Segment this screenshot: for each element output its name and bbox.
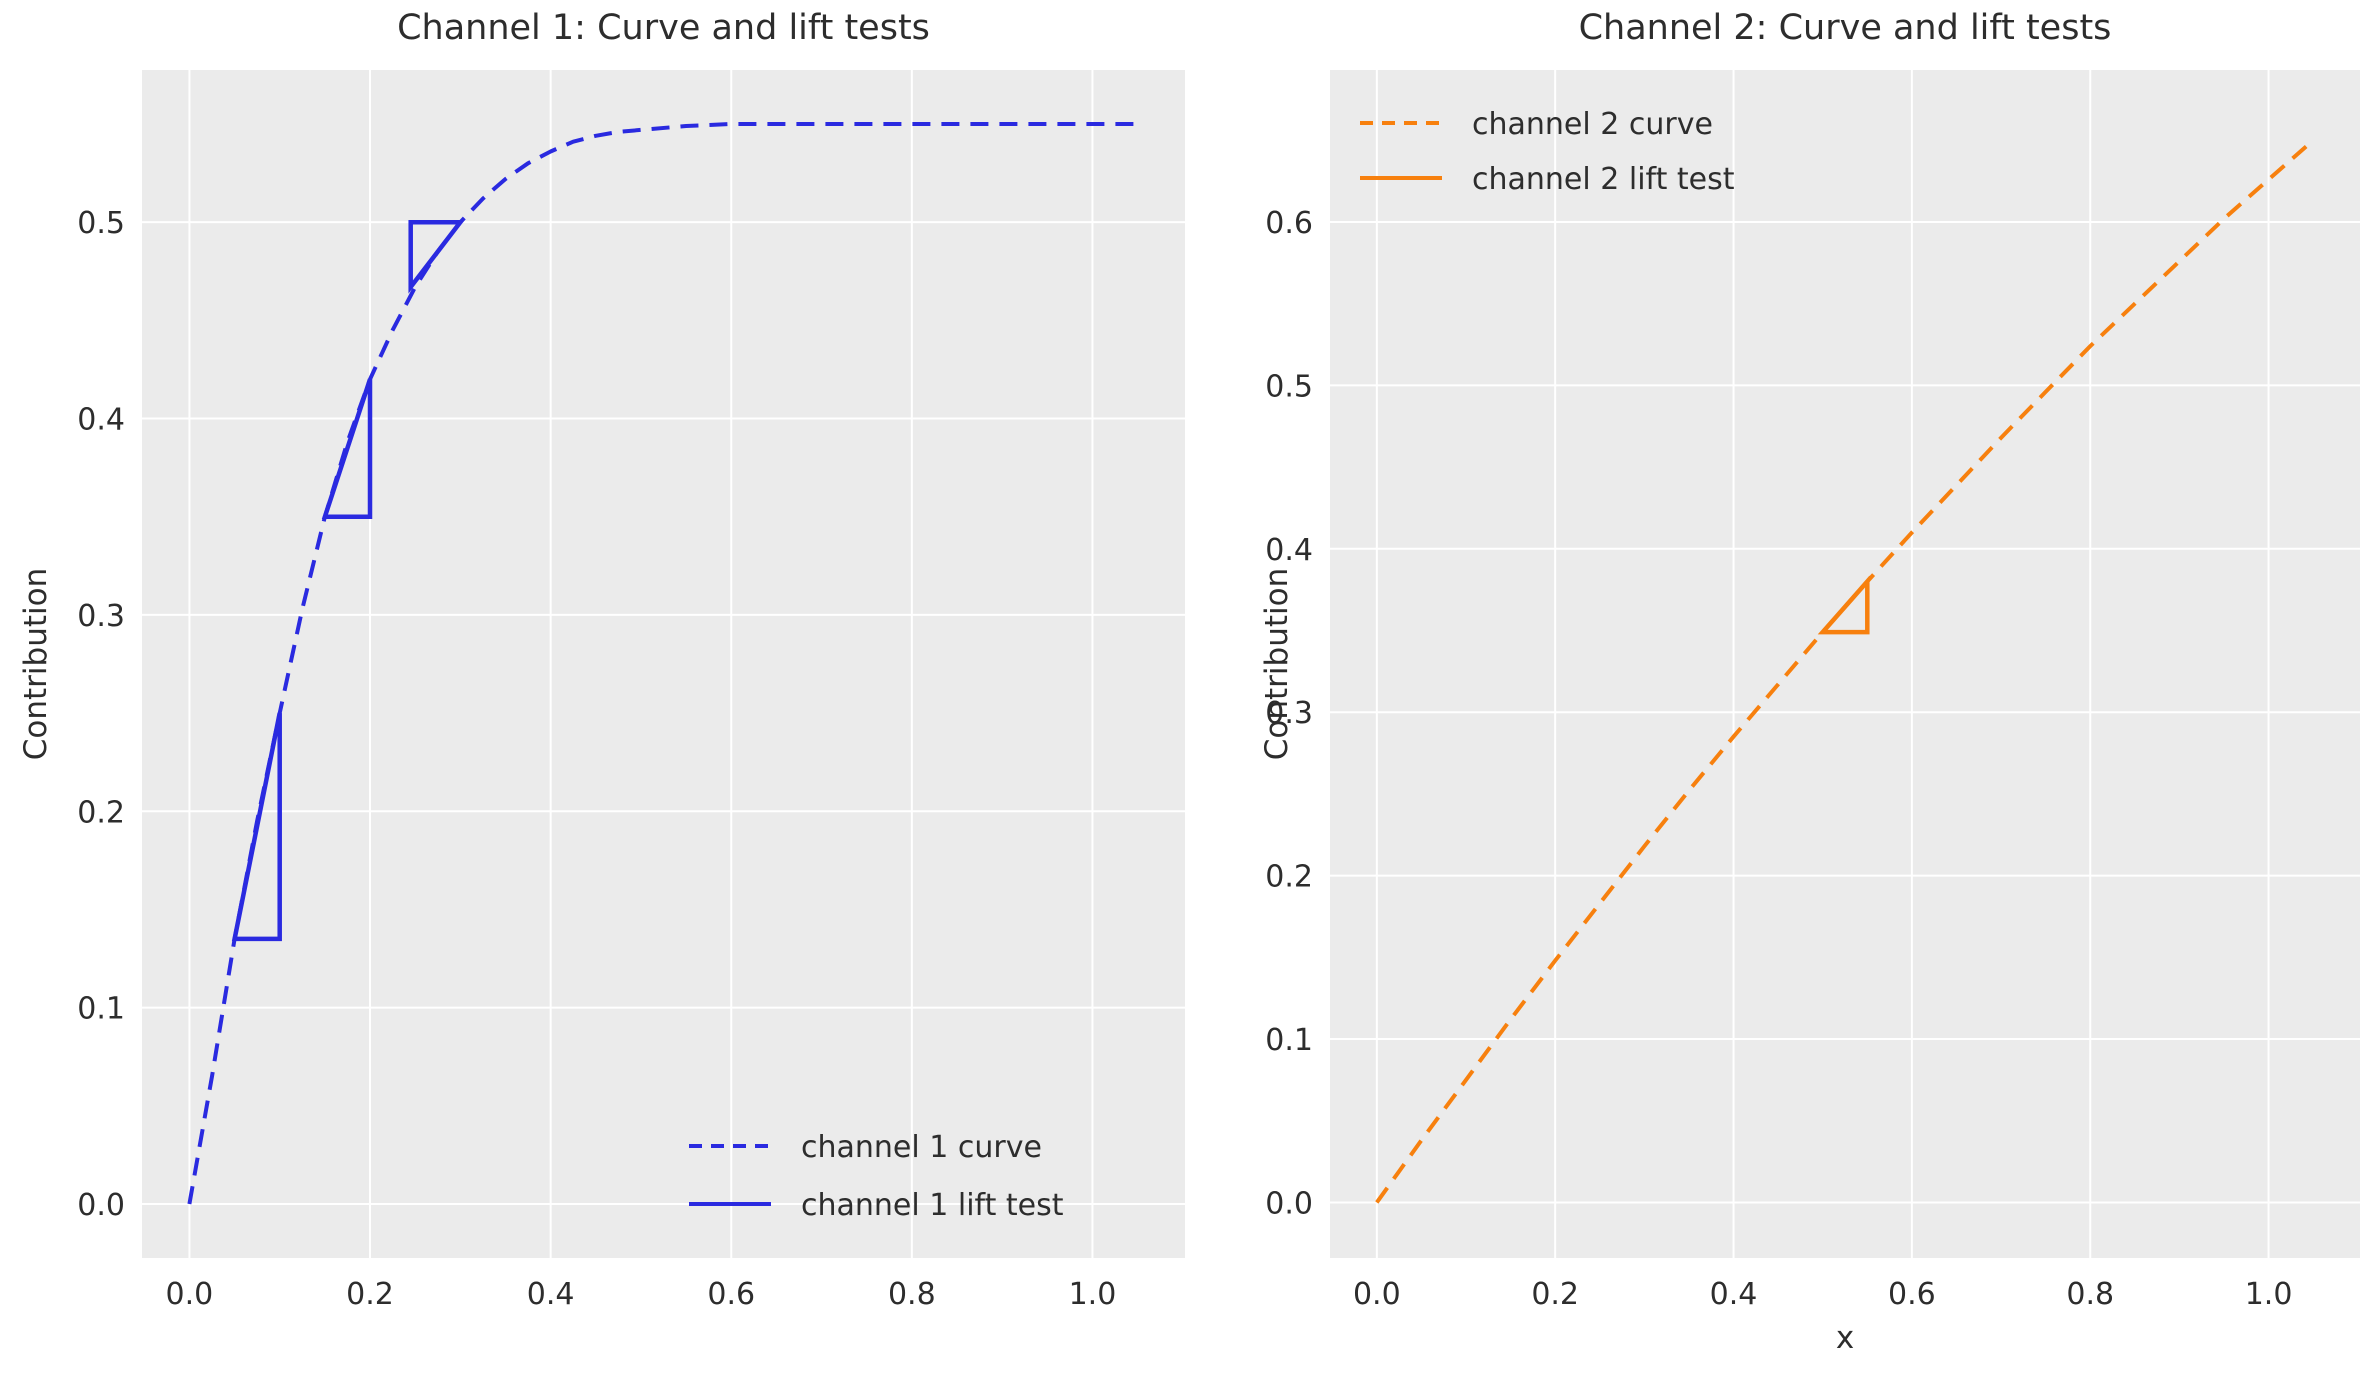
chart2-plot-area (1330, 70, 2360, 1258)
chart2-x-tick-label: 0.8 (2066, 1277, 2114, 1312)
chart1-plot-area (142, 70, 1185, 1258)
chart2-y-tick-label: 0.1 (1265, 1023, 1313, 1058)
chart2-y-tick-label: 0.6 (1265, 206, 1313, 241)
chart2-x-tick-label: 0.6 (1888, 1277, 1936, 1312)
chart1-lift-test-triangle (408, 219, 465, 294)
chart1-lift-test-triangle (321, 378, 373, 519)
chart1-x-tick-label: 0.2 (346, 1277, 394, 1312)
chart1-x-tick-label: 0.4 (527, 1277, 575, 1312)
chart2-title: Channel 2: Curve and lift tests (1578, 8, 2112, 48)
chart1-y-tick-label: 0.2 (77, 795, 125, 830)
chart1-y-tick-label: 0.1 (77, 992, 125, 1027)
chart2-legend-label: channel 2 lift test (1472, 162, 1735, 197)
chart1-curve-line (187, 122, 1138, 1205)
chart2-y-tick-label: 0.0 (1265, 1186, 1313, 1221)
chart1-lift-test-triangle (231, 712, 282, 942)
chart1-y-tick-label: 0.0 (77, 1188, 125, 1223)
chart1-y-tick-label: 0.3 (77, 599, 125, 634)
chart2-x-tick-label: 0.2 (1531, 1277, 1579, 1312)
chart2-y-tick-label: 0.4 (1265, 533, 1313, 568)
chart2-y-axis-label: Contribution (1259, 567, 1295, 761)
chart2-lift-test-triangle (1817, 575, 1870, 635)
chart1-legend-label: channel 1 lift test (801, 1188, 1064, 1223)
chart1-y-tick-label: 0.4 (77, 403, 125, 438)
chart2-y-tick-label: 0.2 (1265, 860, 1313, 895)
chart1-y-tick-label: 0.5 (77, 206, 125, 241)
chart2-x-tick-label: 0.4 (1710, 1277, 1758, 1312)
chart2-legend-label: channel 2 curve (1472, 107, 1713, 142)
chart1-x-tick-label: 1.0 (1069, 1277, 1117, 1312)
chart1-x-tick-label: 0.8 (888, 1277, 936, 1312)
chart2-x-axis-label: x (1835, 1320, 1855, 1356)
chart1-title: Channel 1: Curve and lift tests (397, 8, 930, 48)
chart2-x-tick-label: 0.0 (1353, 1277, 1401, 1312)
chart1-x-tick-label: 0.0 (166, 1277, 214, 1312)
chart2-y-tick-label: 0.3 (1265, 696, 1313, 731)
chart2-x-tick-label: 1.0 (2245, 1277, 2293, 1312)
chart1-legend-label: channel 1 curve (801, 1130, 1042, 1165)
chart1-y-axis-label: Contribution (18, 567, 54, 761)
chart2-y-tick-label: 0.5 (1265, 369, 1313, 404)
chart1-x-tick-label: 0.6 (707, 1277, 755, 1312)
